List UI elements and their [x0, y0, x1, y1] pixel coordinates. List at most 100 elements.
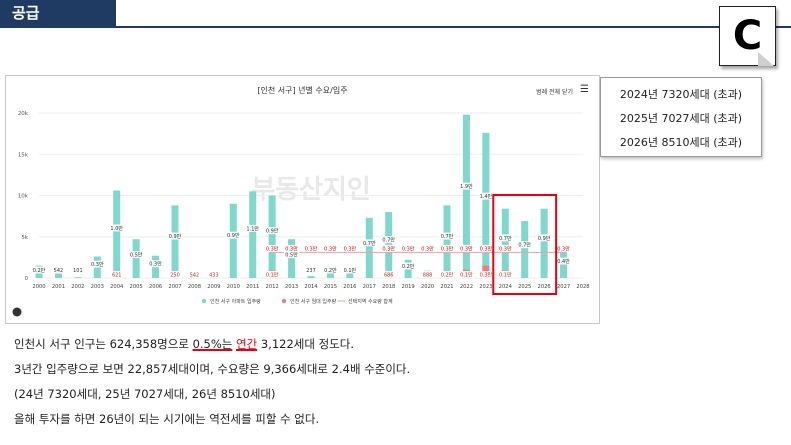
data-label-supply-bg — [458, 182, 475, 190]
data-label-supply: 0.7만 — [499, 235, 512, 242]
highlight-box — [492, 194, 558, 295]
bar-supply — [249, 191, 257, 278]
bar-supply — [443, 205, 451, 278]
data-label-supply-bg — [128, 251, 145, 259]
data-label-rental: 433 — [209, 273, 219, 279]
data-label-demand-bg — [341, 244, 358, 252]
bar-supply — [229, 203, 237, 278]
data-label-rental-bg — [458, 271, 475, 278]
data-label-supply: 1.9만 — [460, 183, 473, 190]
data-label-supply-bg — [31, 266, 47, 274]
data-label-rental: 0.3만 — [480, 272, 493, 279]
bar-supply — [171, 205, 179, 278]
y-tick-label: 15k — [18, 152, 29, 158]
menu-icon[interactable]: ☰ — [580, 84, 589, 95]
data-label-supply: 0.7만 — [363, 240, 376, 247]
x-tick-label: 2009 — [207, 284, 220, 290]
data-label-supply-bg — [555, 257, 572, 265]
x-tick-label: 2005 — [130, 284, 143, 290]
bar-supply — [113, 190, 121, 278]
data-label-demand-bg — [439, 244, 455, 252]
data-label-supply-bg — [497, 234, 514, 242]
data-label-demand: 0.3만 — [499, 245, 512, 252]
data-label-supply: 1.1만 — [246, 225, 259, 232]
data-label-supply-bg — [380, 236, 397, 244]
bar-supply — [54, 273, 62, 278]
x-tick-label: 2019 — [402, 284, 415, 290]
data-label-supply-bg — [361, 239, 378, 247]
data-label-supply: 0.7만 — [518, 242, 531, 249]
bar-supply — [501, 208, 509, 278]
data-label-rental: 542 — [190, 273, 200, 279]
data-label-rental-bg — [188, 271, 201, 278]
data-label-supply: 0.9만 — [538, 235, 551, 242]
body-line-3: (24년 7320세대, 25년 7027세대, 26년 8510세대) — [14, 387, 276, 401]
data-label-rental-bg — [477, 271, 494, 278]
y-tick-label: 20k — [18, 111, 29, 117]
data-label-supply-bg — [225, 231, 242, 239]
x-tick-label: 2013 — [285, 284, 298, 290]
data-label-demand: 0.3만 — [266, 245, 279, 252]
info-line-2025: 2025년 7027세대 (초과) — [619, 112, 743, 125]
data-label-supply: 0.5만 — [130, 252, 143, 259]
bar-supply — [268, 195, 276, 278]
x-tick-label: 2011 — [246, 284, 259, 290]
x-tick-label: 2021 — [440, 284, 453, 290]
body-line-1: 인천시 서구 인구는 624,358명으로 0.5%는 연간 3,122세대 정… — [14, 337, 354, 351]
x-tick-label: 2006 — [149, 284, 162, 290]
section-tag: 공급 — [0, 0, 116, 27]
data-label-supply: 0.3만 — [91, 261, 104, 268]
x-tick-label: 2012 — [266, 284, 279, 290]
data-label-supply-bg — [304, 266, 318, 274]
data-label-supply: 0.9만 — [227, 232, 240, 239]
data-label-supply: 0.1만 — [344, 267, 357, 274]
data-label-demand: 0.3만 — [382, 245, 395, 252]
bar-supply — [521, 221, 529, 278]
bar-supply — [307, 276, 315, 278]
data-label-supply: 1.0만 — [110, 225, 123, 232]
bar-supply — [462, 114, 470, 279]
data-label-supply-bg — [71, 266, 85, 274]
legend-label: 인천 서구 임대 입주량 — [290, 298, 337, 305]
data-label-rental: 0.2만 — [441, 272, 454, 279]
data-label-supply: 0.7만 — [441, 233, 454, 240]
data-label-demand-bg — [458, 244, 475, 252]
data-label-demand-bg — [555, 244, 572, 252]
data-label-supply: 1.4만 — [480, 193, 493, 200]
data-label-demand-bg — [283, 244, 300, 252]
data-label-supply: 0.9만 — [266, 228, 279, 235]
bar-supply — [132, 239, 140, 278]
data-label-rental: 686 — [384, 273, 394, 279]
legend-close-button[interactable]: 범례 전체 닫기 — [536, 89, 573, 96]
data-label-supply-bg — [52, 266, 65, 274]
x-tick-label: 2028 — [576, 284, 589, 290]
data-label-rental: 0.1만 — [266, 272, 279, 279]
data-label-supply-bg — [283, 251, 300, 259]
chart-title: [인천 서구] 년별 수요/입주 — [257, 86, 348, 95]
info-box: 2024년 7320세대 (초과) 2025년 7027세대 (초과) 2026… — [600, 77, 762, 157]
body-line-2: 3년간 입주량으로 보면 22,857세대이며, 수요량은 9,366세대로 2… — [14, 362, 411, 376]
x-tick-label: 2014 — [304, 284, 318, 290]
data-label-demand: 0.3만 — [305, 245, 318, 252]
data-label-supply: 0.4만 — [557, 258, 570, 265]
x-tick-label: 2026 — [538, 284, 551, 290]
data-label-demand-bg — [322, 244, 339, 252]
x-tick-label: 2027 — [557, 284, 570, 290]
data-label-demand: 0.3만 — [344, 245, 357, 252]
data-label-supply: 0.3만 — [149, 261, 162, 268]
bar-supply — [74, 277, 82, 278]
data-label-demand-bg — [497, 244, 514, 252]
data-label-supply: 0.5만 — [285, 252, 298, 259]
data-label-demand: 0.3만 — [441, 245, 454, 252]
data-label-supply-bg — [477, 192, 494, 200]
x-tick-label: 2023 — [479, 284, 492, 290]
x-tick-label: 2003 — [91, 284, 104, 290]
data-label-demand-bg — [380, 244, 397, 252]
data-label-rental: 0.1만 — [499, 272, 512, 279]
data-label-supply-bg — [516, 241, 533, 249]
data-label-rental: 621 — [112, 273, 122, 279]
data-label-demand-bg — [419, 244, 436, 252]
y-tick-label: 5k — [21, 235, 28, 241]
data-label-supply: 0.2만 — [324, 267, 337, 274]
